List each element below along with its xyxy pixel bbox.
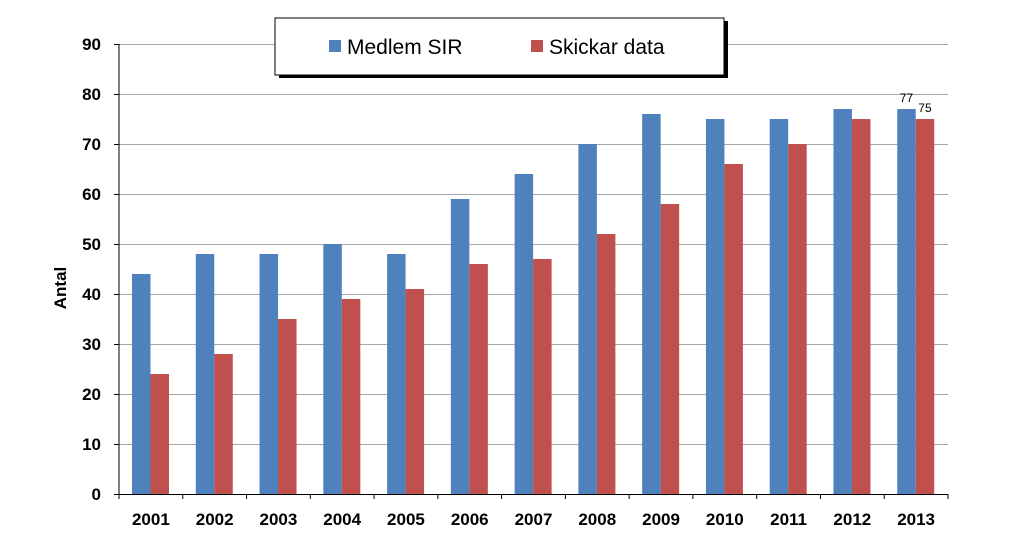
bar-skickar-data-2002 [214,354,233,494]
x-tick-label-2012: 2012 [833,510,871,529]
x-tick-label-2003: 2003 [260,510,298,529]
data-label-medlem-sir-2013: 77 [900,91,914,105]
legend-label-medlem-sir: Medlem SIR [347,36,463,59]
x-tick-label-2001: 2001 [132,510,170,529]
bar-medlem-sir-2006 [450,199,470,494]
legend-swatch-medlem-sir [329,40,341,52]
x-tick-label-2011: 2011 [770,510,807,529]
x-tick-label-2007: 2007 [515,510,553,529]
bar-skickar-data-2005 [405,289,425,494]
bar-skickar-data-2001 [150,374,169,494]
x-tick-label-2009: 2009 [642,510,680,529]
x-tick-label-2010: 2010 [706,510,744,529]
bar-medlem-sir-2007 [514,174,534,494]
bar-skickar-data-2013 [915,119,935,494]
bar-skickar-data-2007 [533,259,552,494]
bar-medlem-sir-2011 [769,119,789,494]
y-tick-label-60: 60 [82,185,101,204]
bar-medlem-sir-2002 [195,254,215,494]
y-tick-labels: 0 10 20 30 40 50 60 70 80 90 [82,35,101,504]
legend-box [274,17,725,76]
legend: Medlem SIR Skickar data [274,17,728,78]
bar-medlem-sir-2003 [259,254,279,494]
axes [118,44,948,495]
bars [132,109,935,494]
y-tick-label-50: 50 [82,235,101,254]
bar-medlem-sir-2008 [578,144,597,494]
bar-medlem-sir-2005 [387,254,406,494]
legend-swatch-skickar-data [531,40,543,52]
legend-label-skickar-data: Skickar data [549,36,665,59]
y-tick-label-20: 20 [82,385,101,404]
x-tick-label-2005: 2005 [387,510,425,529]
y-tick-label-80: 80 [82,85,101,104]
bar-skickar-data-2011 [788,144,807,494]
y-tick-label-10: 10 [82,435,101,454]
x-tick-labels: 2001 2002 2003 2004 2005 2006 2007 2008 2009 2010… [132,510,935,529]
y-tick-label-70: 70 [82,135,101,154]
bar-medlem-sir-2013 [897,109,916,494]
y-axis-label: Antal [51,267,70,310]
bar-skickar-data-2004 [341,299,361,494]
bar-medlem-sir-2009 [642,114,661,494]
bar-skickar-data-2006 [469,264,488,494]
bar-skickar-data-2010 [724,164,743,494]
bar-medlem-sir-2004 [323,244,342,494]
x-tick-label-2013: 2013 [897,510,935,529]
bar-medlem-sir-2010 [705,119,725,494]
data-labels: 77 75 [900,91,932,115]
bar-medlem-sir-2001 [132,274,151,494]
y-tick-label-0: 0 [92,485,101,504]
y-tick-label-30: 30 [82,335,101,354]
data-label-skickar-data-2013: 75 [918,101,932,115]
bar-medlem-sir-2012 [833,109,852,494]
bar-skickar-data-2008 [596,234,616,494]
x-tick-label-2006: 2006 [451,510,489,529]
x-tick-label-2004: 2004 [323,510,361,529]
y-tick-label-40: 40 [82,285,101,304]
x-tick-label-2008: 2008 [578,510,616,529]
bar-skickar-data-2003 [278,319,297,494]
bar-skickar-data-2012 [851,119,871,494]
bar-skickar-data-2009 [660,204,680,494]
x-tick-label-2002: 2002 [196,510,234,529]
y-tick-label-90: 90 [82,35,101,54]
